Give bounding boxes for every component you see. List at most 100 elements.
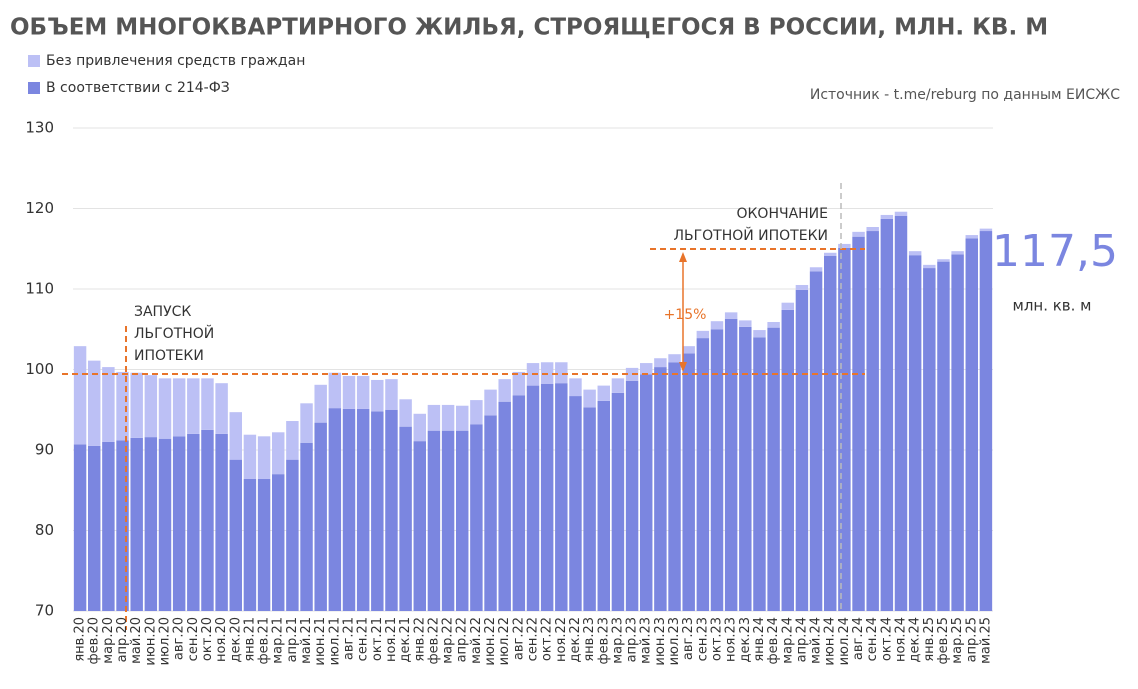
bar-segment [441,404,455,431]
x-tick-label: фев.25 [936,617,951,664]
bar-segment [923,264,936,269]
x-tick-label: июн.22 [483,617,498,666]
bar-segment [597,400,610,611]
x-tick-label: фев.23 [596,617,611,664]
bar-segment [965,238,978,611]
x-tick-label: янв.21 [242,617,257,662]
bar-segment [215,383,228,434]
bar-segment [682,346,695,354]
bar-segment [158,438,172,611]
bar-segment [257,478,271,611]
bar-segment [739,320,752,327]
x-tick-label: сен.22 [526,617,541,661]
bar-segment [456,430,469,611]
bar-segment [498,379,511,402]
bar-segment [470,400,483,425]
bar-segment [654,367,667,611]
annotation-launch: ЗАПУСК [134,304,191,320]
x-tick-label: дек.20 [228,617,243,663]
bar-segment [724,318,738,611]
x-tick-label: июл.20 [158,617,173,665]
bar-segment [399,399,412,427]
bar-segment [724,312,738,319]
x-tick-label: авг.22 [511,617,526,660]
bar-segment [314,422,327,611]
bar-segment [710,329,724,611]
bar-segment [951,251,964,255]
x-tick-label: окт.20 [200,617,215,661]
bar-segment [187,433,200,611]
x-tick-label: янв.25 [922,617,937,662]
x-tick-label: янв.23 [582,617,597,662]
bar-segment [838,247,851,611]
bar-segment [456,405,469,431]
chart-title: ОБЪЕМ МНОГОКВАРТИРНОГО ЖИЛЬЯ, СТРОЯЩЕГОС… [10,15,1048,41]
x-tick-label: дек.22 [568,617,583,663]
annotation-end: ЛЬГОТНОЙ ИПОТЕКИ [673,226,828,244]
x-tick-label: апр.23 [625,617,640,662]
bar-segment [484,389,497,416]
bar-segment [795,289,809,611]
bar-segment [300,403,313,443]
x-tick-label: янв.20 [73,617,88,662]
legend-swatch [28,82,40,94]
annotation-launch: ЛЬГОТНОЙ [134,324,214,342]
x-tick-label: июн.20 [143,617,158,666]
bar-segment [73,444,87,611]
x-tick-label: ноя.23 [724,617,739,662]
y-tick-label: 120 [25,199,54,217]
bar-segment [640,374,653,611]
x-tick-label: апр.20 [115,617,130,662]
x-tick-label: мар.21 [271,617,286,664]
y-tick-label: 100 [25,360,54,378]
bar-segment [427,404,441,431]
bar-segment [979,228,993,232]
bar-segment [611,392,625,611]
x-tick-label: май.20 [129,617,144,664]
bar-segment [569,378,582,397]
bar-segment [257,436,271,479]
annotation-growth: +15% [664,307,707,323]
bar-segment [342,375,356,409]
source: Источник - t.me/reburg по данным ЕИСЖС [810,87,1120,103]
bar-segment [597,385,610,401]
bar-segment [512,371,526,396]
bar-segment [144,375,158,438]
bar-segment [739,326,752,611]
legend-label: Без привлечения средств граждан [46,53,305,69]
bar-segment [979,231,993,612]
x-tick-label: авг.23 [681,617,696,660]
bar-segment [88,360,101,446]
bar-segment [668,354,681,363]
bar-segment [781,309,794,611]
x-tick-label: май.23 [639,617,654,664]
bar-segment [753,330,766,338]
x-tick-label: дек.23 [738,617,753,663]
annotation-launch: ИПОТЕКИ [134,348,204,364]
x-tick-label: апр.21 [285,617,300,662]
bar-segment [201,429,214,611]
bar-segment [243,434,257,479]
bar-segment [484,415,497,611]
bar-segment [385,409,398,611]
bar-segment [512,395,526,611]
bar-segment [555,362,568,384]
last-total-label: 117,5 [992,226,1118,277]
bar-segment [894,211,908,216]
bar-segment [838,243,851,248]
bar-segment [894,215,908,611]
bar-segment [286,459,299,611]
bar-segment [130,372,143,438]
bar-segment [158,378,172,439]
bar-segment [937,259,950,262]
x-tick-label: июл.24 [837,617,852,665]
x-tick-label: окт.23 [710,617,725,661]
bar-segment [908,255,922,611]
bar-segment [314,384,327,423]
bar-segment [583,389,596,408]
bar-segment [809,267,823,272]
bar-segment [824,255,837,611]
bar-segment [923,268,936,611]
x-tick-label: июн.21 [313,617,328,666]
bar-segment [611,378,625,393]
